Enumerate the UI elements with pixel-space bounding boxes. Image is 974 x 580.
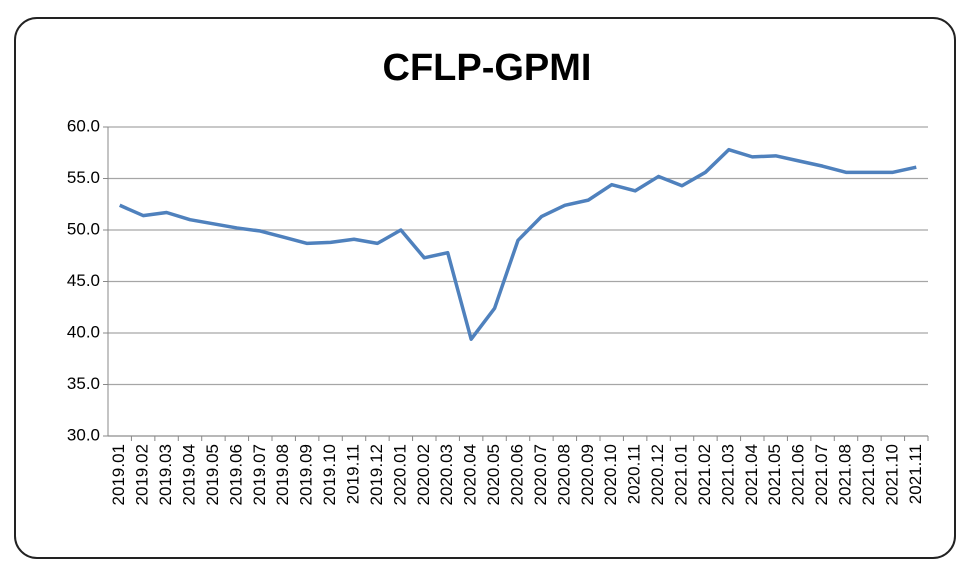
y-tick-label: 55.0 (67, 168, 100, 187)
y-tick-label: 40.0 (67, 322, 100, 341)
x-tick-label: 2021.11 (906, 444, 925, 504)
x-tick-label: 2021.06 (789, 444, 808, 505)
x-tick-label: 2019.01 (109, 444, 128, 505)
x-tick-label: 2020.12 (648, 444, 667, 505)
x-tick-label: 2021.10 (882, 444, 901, 505)
x-tick-label: 2019.04 (179, 444, 198, 505)
x-tick-label: 2019.07 (250, 444, 269, 505)
x-tick-label: 2020.07 (531, 444, 550, 505)
x-tick-label: 2019.11 (343, 444, 362, 504)
x-tick-label: 2019.06 (226, 444, 245, 505)
x-tick-label: 2020.01 (390, 444, 409, 505)
x-tick-label: 2019.02 (133, 444, 152, 505)
line-series (119, 147, 917, 341)
x-tick-label: 2021.03 (718, 444, 737, 505)
x-tick-label: 2020.03 (437, 444, 456, 505)
x-tick-label: 2020.08 (554, 444, 573, 505)
x-tick-label: 2021.04 (742, 444, 761, 505)
x-tick-label: 2021.02 (695, 444, 714, 505)
y-tick-label: 30.0 (67, 425, 100, 444)
x-tick-label: 2021.08 (835, 444, 854, 505)
x-tick-label: 2019.10 (320, 444, 339, 505)
x-tick-label: 2019.05 (203, 444, 222, 505)
x-tick-label: 2019.09 (297, 444, 316, 505)
x-tick-label: 2020.06 (507, 444, 526, 505)
x-tick-label: 2021.01 (671, 444, 690, 505)
x-tick-label: 2019.08 (273, 444, 292, 505)
x-tick-label: 2019.12 (367, 444, 386, 505)
x-tick-label: 2020.10 (601, 444, 620, 505)
x-tick-label: 2020.11 (625, 444, 644, 504)
x-tick-label: 2020.04 (461, 444, 480, 505)
x-tick-label: 2021.05 (765, 444, 784, 505)
x-tick-label: 2020.05 (484, 444, 503, 505)
x-tick-label: 2019.03 (156, 444, 175, 505)
y-tick-label: 50.0 (67, 219, 100, 238)
chart-title: CFLP-GPMI (383, 47, 592, 89)
chart-frame (14, 17, 956, 559)
x-tick-label: 2020.09 (578, 444, 597, 505)
x-tick-label: 2021.09 (859, 444, 878, 505)
y-tick-label: 45.0 (67, 271, 100, 290)
x-tick-label: 2020.02 (414, 444, 433, 505)
y-tick-label: 60.0 (67, 116, 100, 135)
y-tick-label: 35.0 (67, 374, 100, 393)
x-tick-label: 2021.07 (812, 444, 831, 505)
